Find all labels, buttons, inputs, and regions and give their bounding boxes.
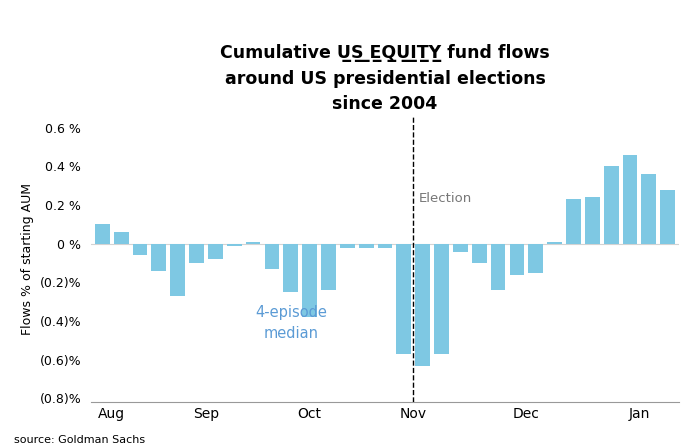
Bar bbox=[641, 174, 656, 244]
Text: Election: Election bbox=[419, 192, 472, 205]
Bar bbox=[95, 224, 110, 244]
Bar bbox=[510, 244, 524, 275]
Text: 4-episode
median: 4-episode median bbox=[255, 305, 327, 341]
Bar bbox=[189, 244, 204, 263]
Bar bbox=[284, 244, 298, 292]
Bar bbox=[566, 199, 581, 244]
Bar bbox=[434, 244, 449, 354]
Bar bbox=[378, 244, 392, 248]
Bar bbox=[246, 242, 260, 244]
Bar bbox=[415, 244, 430, 366]
Bar bbox=[528, 244, 543, 273]
Bar bbox=[265, 244, 279, 269]
Bar bbox=[151, 244, 166, 271]
Text: since 2004: since 2004 bbox=[332, 95, 438, 114]
Bar bbox=[170, 244, 185, 296]
Bar bbox=[359, 244, 374, 248]
Bar bbox=[396, 244, 411, 354]
Bar bbox=[547, 242, 562, 244]
Text: Cumulative U̲S̲ ̲E̲Q̲U̲I̲T̲Y̲ fund flows: Cumulative U̲S̲ ̲E̲Q̲U̲I̲T̲Y̲ fund flows bbox=[220, 44, 550, 62]
Bar bbox=[132, 244, 147, 255]
Bar bbox=[604, 166, 619, 244]
Bar bbox=[208, 244, 223, 259]
Bar bbox=[472, 244, 486, 263]
Y-axis label: Flows % of starting AUM: Flows % of starting AUM bbox=[21, 183, 34, 335]
Bar bbox=[227, 244, 242, 246]
Bar bbox=[622, 155, 637, 244]
Text: source: Goldman Sachs: source: Goldman Sachs bbox=[14, 435, 145, 445]
Bar bbox=[340, 244, 355, 248]
Text: around US presidential elections: around US presidential elections bbox=[225, 70, 545, 88]
Bar bbox=[302, 244, 317, 317]
Bar bbox=[453, 244, 468, 252]
Bar bbox=[660, 190, 675, 244]
Bar bbox=[585, 198, 600, 244]
Bar bbox=[321, 244, 336, 290]
Bar bbox=[491, 244, 505, 290]
Bar bbox=[114, 232, 129, 244]
